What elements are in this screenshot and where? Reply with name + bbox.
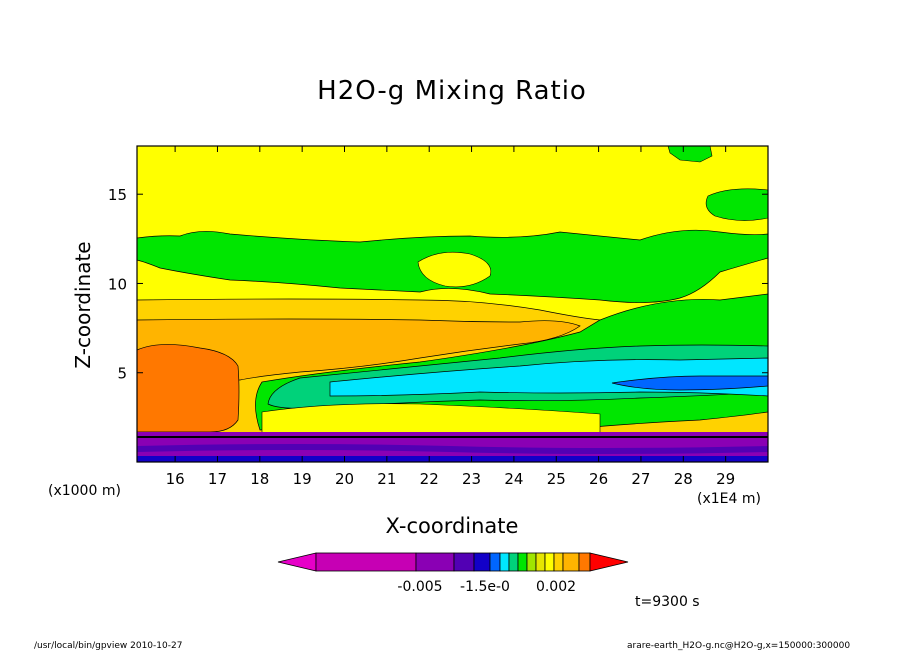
band-blue [611,375,768,391]
colorbar-left-arrow [277,552,317,572]
contour-field [137,146,768,462]
x-tick-label: 17 [208,470,227,488]
x-tick-label: 23 [462,470,481,488]
x-tick-label: 19 [293,470,312,488]
y-tick-label: 15 [108,186,127,204]
x-tick-label: 20 [335,470,354,488]
band-black-line [137,436,768,438]
colorbar-cell [453,552,475,572]
y-tick-label: 5 [117,365,127,383]
x-tick-label: 29 [716,470,735,488]
colorbar-cell [517,552,528,572]
band-purple [137,444,768,454]
band-green-top [667,146,713,163]
colorbar-cell [578,552,591,572]
band-amber [137,318,581,381]
x-unit-label: (x1000 m) [48,483,121,499]
colorbar-cell [489,552,501,572]
x-tick-label: 24 [504,470,523,488]
colorbar: -0.005 -1.5e-0 0.002 [277,552,629,595]
footer-right: arare-earth_H2O-g.nc@H2O-g,x=150000:3000… [627,641,851,651]
footer-left: /usr/local/bin/gpview 2010-10-27 [34,641,183,651]
x-tick-label: 25 [547,470,566,488]
chart-title: H2O-g Mixing Ratio [317,76,587,106]
colorbar-cell [315,552,417,572]
colorbar-cell [415,552,455,572]
x-tick-label: 16 [166,470,185,488]
colorbar-cell [473,552,491,572]
x-tick-label: 28 [674,470,693,488]
x-axis-label: X-coordinate [385,514,519,538]
x-ticks: 16 17 18 19 20 21 22 23 24 25 26 27 28 29 [166,146,735,488]
colorbar-cell [544,552,555,572]
colorbar-cell [526,552,537,572]
band-deep-blue [137,456,768,462]
colorbar-cell [562,552,580,572]
band-yellow-hole [417,251,492,288]
band-orange-plume [137,344,240,433]
colorbar-cell [508,552,519,572]
colorbar-right-arrow [589,552,629,572]
colorbar-cell [553,552,564,572]
colorbar-label-1: -0.005 [397,579,442,595]
time-label: t=9300 s [635,594,700,610]
band-yellow-low [261,403,601,437]
plot-frame [136,145,769,463]
colorbar-cell [535,552,546,572]
x-tick-label: 21 [377,470,396,488]
colorbar-label-2: -1.5e-0 [460,579,510,595]
colorbar-label-3: 0.002 [536,579,576,595]
x-scale-label: (x1E4 m) [697,491,761,507]
x-tick-label: 27 [631,470,650,488]
x-tick-label: 26 [589,470,608,488]
x-tick-label: 18 [250,470,269,488]
y-ticks: 5 10 15 [108,186,768,383]
band-green-topright [705,188,768,221]
y-tick-label: 10 [108,275,127,293]
colorbar-cell [499,552,510,572]
colorbar-cells [315,552,591,572]
x-tick-label: 22 [420,470,439,488]
